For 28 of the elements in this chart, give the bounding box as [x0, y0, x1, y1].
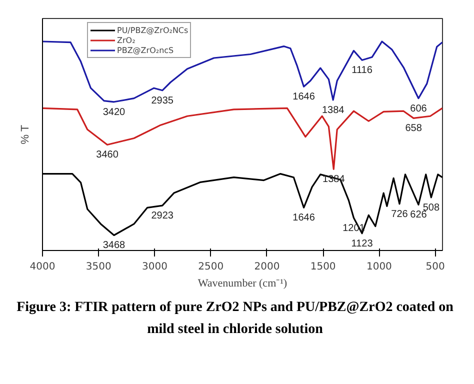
annotation: 1116 [352, 65, 373, 76]
legend-label: PU/PBZ@ZrO₂NCs [117, 25, 188, 35]
annotation: 1646 [292, 212, 316, 224]
annotation: 3468 [102, 240, 126, 252]
annotation: 1384 [322, 105, 345, 116]
annotation: 606 [410, 103, 428, 114]
annotation: 1646 [292, 92, 316, 103]
annotation: 1123 [351, 238, 374, 250]
x-tick-label: 4000 [30, 262, 56, 272]
x-tick-label: 3000 [142, 262, 168, 272]
y-axis-title: % T [20, 124, 32, 144]
annotation: 2935 [151, 95, 174, 106]
legend-label: PBZ@ZrO₂ncS [117, 45, 174, 55]
x-tick-label: 3500 [86, 262, 112, 272]
annotation: 626 [410, 210, 428, 221]
x-axis-title: Wavenumber (cm⁻¹) [198, 278, 288, 290]
annotation: 3460 [96, 150, 119, 161]
x-tick-label: 500 [426, 262, 445, 272]
annotation: 658 [405, 123, 422, 134]
x-tick-label: 1500 [310, 262, 336, 272]
annotation: 2923 [151, 210, 174, 222]
annotation: 3420 [102, 106, 126, 118]
text: Figure 3: FTIR pattern of pure ZrO2 NPs and PU/PBZ@ZrO2 coated on mild steel in chloride solution [16, 299, 454, 340]
x-tick-label: 2500 [198, 262, 224, 272]
x-tick-label: 2000 [254, 262, 280, 272]
x-tick-label: 1000 [366, 262, 392, 272]
legend-label: ZrO₂ [117, 35, 136, 45]
annotation: 726 [391, 208, 408, 220]
